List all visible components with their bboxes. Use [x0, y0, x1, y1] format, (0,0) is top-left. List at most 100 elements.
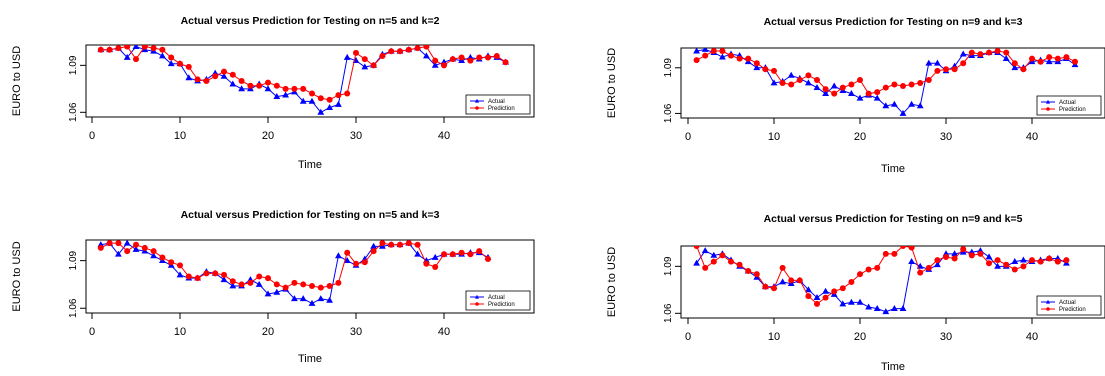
data-point-prediction: [779, 80, 786, 86]
data-point-prediction: [273, 82, 280, 89]
data-point-actual: [370, 242, 377, 249]
legend-label: Prediction: [488, 302, 515, 308]
data-point-actual: [335, 252, 342, 259]
data-point-actual: [822, 287, 829, 294]
data-point-prediction: [397, 48, 403, 55]
x-tick-label: 20: [854, 131, 866, 143]
data-point-actual: [873, 94, 881, 101]
chart-title: Actual versus Prediction for Testing on …: [764, 16, 1023, 28]
data-point-actual: [848, 298, 855, 305]
data-point-actual: [934, 261, 941, 268]
data-point-prediction: [221, 271, 227, 278]
data-point-prediction: [771, 285, 777, 292]
data-point-prediction: [177, 262, 183, 269]
data-point-prediction: [423, 260, 430, 267]
legend-box: [1036, 95, 1102, 116]
data-point-prediction: [141, 45, 148, 50]
data-point-actual: [326, 296, 333, 303]
data-point-actual: [839, 300, 847, 307]
x-tick-label: 10: [174, 326, 186, 338]
data-point-prediction: [702, 52, 709, 59]
data-point-prediction: [874, 89, 881, 96]
data-point-actual: [185, 74, 193, 81]
legend-label: Actual: [488, 295, 505, 301]
data-point-actual: [701, 48, 709, 52]
data-point-actual: [891, 305, 898, 312]
data-point-prediction: [185, 63, 192, 70]
data-point-actual: [908, 258, 915, 265]
data-point-prediction: [891, 81, 898, 88]
data-point-prediction: [458, 249, 465, 256]
data-point-prediction: [977, 250, 984, 257]
legend-marker: [475, 294, 479, 299]
data-point-prediction: [370, 248, 377, 255]
data-point-prediction: [968, 49, 975, 56]
data-point-prediction: [796, 277, 803, 284]
data-point-actual: [719, 53, 726, 60]
data-point-actual: [220, 276, 228, 283]
data-point-prediction: [502, 59, 509, 66]
data-point-prediction: [414, 45, 421, 52]
data-point-actual: [805, 286, 812, 293]
data-point-prediction: [133, 56, 139, 63]
x-tick-label: 40: [438, 130, 450, 142]
data-point-prediction: [414, 241, 421, 248]
data-point-prediction: [848, 279, 855, 285]
data-point-prediction: [702, 264, 709, 271]
x-tick-label: 40: [1026, 331, 1038, 343]
chart-title: Actual versus Prediction for Testing on …: [181, 15, 440, 27]
legend-marker: [475, 106, 479, 110]
data-point-prediction: [857, 76, 863, 83]
data-point-actual: [805, 79, 812, 86]
x-axis-label: Time: [298, 159, 322, 171]
data-point-prediction: [719, 252, 726, 259]
data-point-prediction: [432, 263, 439, 270]
data-point-actual: [123, 53, 131, 60]
data-point-prediction: [344, 90, 351, 97]
data-point-prediction: [256, 82, 263, 89]
data-point-actual: [291, 295, 298, 302]
data-point-actual: [916, 102, 924, 109]
data-point-prediction: [423, 45, 430, 50]
x-tick-label: 30: [350, 326, 362, 338]
plot-area: [97, 45, 509, 115]
y-tick-label: 1.06: [68, 102, 79, 122]
series-line-actual: [696, 250, 1067, 313]
x-tick-label: 10: [174, 130, 186, 142]
data-point-prediction: [449, 251, 456, 258]
data-point-actual: [176, 271, 184, 278]
data-point-prediction: [745, 268, 752, 275]
x-tick-label: 30: [940, 331, 952, 343]
data-point-prediction: [388, 48, 395, 55]
data-point-prediction: [1072, 58, 1078, 65]
data-point-prediction: [900, 246, 906, 249]
data-point-prediction: [908, 81, 915, 88]
data-point-actual: [813, 83, 821, 90]
legend-box: [1036, 295, 1102, 316]
y-axis-label: EURO to USD: [606, 48, 618, 118]
data-point-prediction: [753, 271, 760, 278]
data-point-prediction: [326, 283, 333, 290]
data-point-actual: [343, 257, 351, 264]
data-point-actual: [255, 280, 263, 287]
data-point-prediction: [282, 85, 289, 92]
legend-marker: [1046, 307, 1050, 311]
data-point-actual: [934, 59, 941, 66]
data-point-prediction: [317, 95, 324, 102]
data-point-prediction: [814, 300, 820, 307]
chart-panel-1: Actual versus Prediction for Testing on …: [11, 15, 535, 171]
data-point-prediction: [441, 251, 447, 258]
data-point-actual: [701, 247, 709, 254]
data-point-actual: [308, 299, 316, 306]
data-point-prediction: [124, 248, 131, 255]
data-point-actual: [326, 104, 333, 111]
data-point-prediction: [493, 52, 500, 59]
data-point-prediction: [1011, 60, 1018, 67]
data-point-prediction: [124, 45, 131, 50]
data-point-prediction: [994, 257, 1001, 264]
data-point-prediction: [1037, 258, 1044, 265]
data-point-prediction: [822, 294, 829, 301]
data-point-prediction: [353, 260, 359, 267]
